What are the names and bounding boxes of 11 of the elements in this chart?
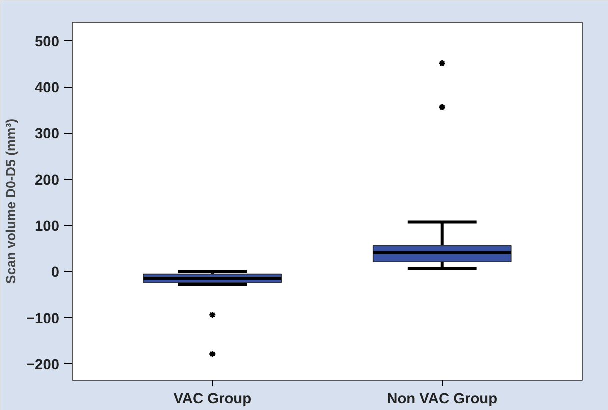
- x-tick-label: VAC Group: [174, 392, 252, 408]
- y-tick-label: 500: [35, 34, 60, 50]
- y-tick-label: 200: [35, 172, 60, 189]
- y-tick-label: −100: [26, 311, 60, 328]
- y-tick-label: −200: [26, 357, 60, 374]
- y-tick-label: 400: [35, 80, 60, 97]
- y-tick-label: 0: [51, 265, 60, 282]
- y-tick-label: 300: [35, 126, 60, 143]
- y-axis-title: Scan volume D0-D5 (mm³): [3, 118, 18, 284]
- x-tick-label: Non VAC Group: [387, 392, 498, 408]
- y-tick-label: 100: [35, 218, 60, 235]
